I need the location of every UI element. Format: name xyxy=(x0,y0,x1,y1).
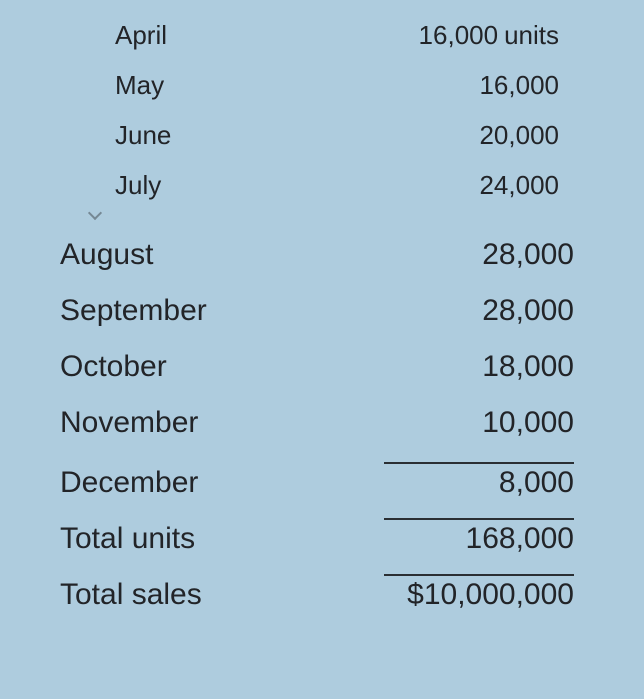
section-gap xyxy=(60,220,584,238)
total-units-label: Total units xyxy=(60,522,195,556)
month-label: September xyxy=(60,294,207,328)
month-label: May xyxy=(115,70,164,101)
units-value: 16,000 xyxy=(449,70,559,101)
row-june: June 20,000 xyxy=(60,120,584,170)
row-october: October 18,000 xyxy=(60,350,584,406)
units-value: 24,000 xyxy=(449,170,559,201)
row-may: May 16,000 xyxy=(60,70,584,120)
units-value: 18,000 xyxy=(384,350,574,384)
units-value: 8,000 xyxy=(384,462,574,500)
units-value: 20,000 xyxy=(449,120,559,151)
row-july: July 24,000 xyxy=(60,170,584,220)
row-august: August 28,000 xyxy=(60,238,584,294)
row-total-sales: Total sales $10,000,000 xyxy=(60,574,584,630)
month-label: October xyxy=(60,350,167,384)
total-units-value: 168,000 xyxy=(384,518,574,556)
row-september: September 28,000 xyxy=(60,294,584,350)
month-label: June xyxy=(115,120,171,151)
row-total-units: Total units 168,000 xyxy=(60,518,584,574)
month-label: December xyxy=(60,466,198,500)
units-value: 16,000 xyxy=(388,20,498,51)
units-value: 28,000 xyxy=(384,238,574,272)
month-label: August xyxy=(60,238,153,272)
row-november: November 10,000 xyxy=(60,406,584,462)
row-april: April 16,000 units xyxy=(60,20,584,70)
month-label: April xyxy=(115,20,167,51)
row-december: December 8,000 xyxy=(60,462,584,518)
units-suffix: units xyxy=(504,20,559,51)
month-label: November xyxy=(60,406,198,440)
total-sales-value: $10,000,000 xyxy=(384,574,574,612)
sales-units-table: April 16,000 units May 16,000 June 20,00… xyxy=(0,0,644,699)
total-sales-label: Total sales xyxy=(60,578,202,612)
month-label: July xyxy=(115,170,161,201)
units-value: 10,000 xyxy=(384,406,574,440)
units-value: 28,000 xyxy=(384,294,574,328)
